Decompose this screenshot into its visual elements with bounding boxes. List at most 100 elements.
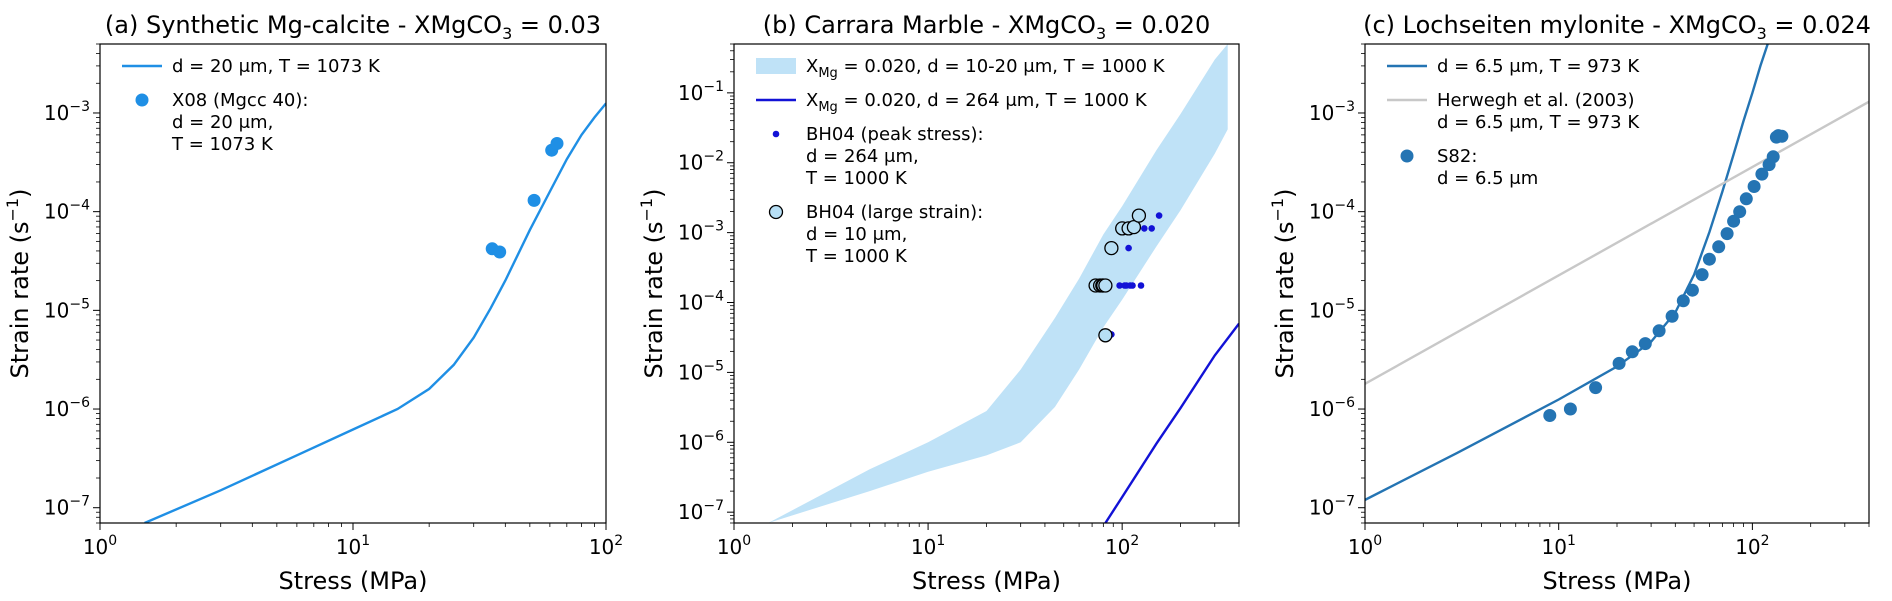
y-tick-label: 10−4: [44, 198, 90, 224]
legend-label: BH04 (large strain):: [806, 202, 983, 223]
legend-marker: [768, 204, 784, 220]
data-point: [1755, 167, 1769, 181]
legend-label: BH04 (peak stress):: [806, 124, 984, 145]
series-line: [1365, 100, 1869, 385]
legend-item: BH04 (large strain):d = 10 μm,T = 1000 K: [768, 202, 983, 267]
x-axis-label: Stress (MPa): [279, 567, 428, 595]
legend-item: d = 20 μm, T = 1073 K: [122, 56, 381, 77]
legend-label-line: T = 1073 K: [171, 134, 274, 155]
plot-area: [768, 44, 1239, 523]
y-tick-label: 10−2: [678, 149, 724, 175]
data-point: [1720, 227, 1734, 241]
legend-label-line: d = 264 μm,: [806, 146, 919, 167]
y-tick-label: 10−7: [678, 498, 724, 524]
x-tick-label: 101: [336, 533, 370, 559]
data-point: [1775, 129, 1789, 143]
data-point: [1665, 309, 1679, 323]
legend-label-line: d = 6.5 μm: [1437, 168, 1538, 189]
y-tick-label: 10−3: [678, 219, 724, 245]
data-point: [1141, 225, 1148, 232]
data-point: [1155, 212, 1163, 219]
legend-label-line: T = 1000 K: [805, 168, 908, 189]
legend-label: X08 (Mgcc 40):: [172, 90, 308, 111]
data-point: [1739, 192, 1753, 206]
legend-label-line: d = 10 μm,: [806, 224, 907, 245]
data-point: [1116, 282, 1123, 289]
chart-title: (a) Synthetic Mg-calcite - XMgCO3 = 0.03: [105, 11, 601, 43]
y-tick-label: 10−4: [1309, 198, 1355, 224]
chart-title: (c) Lochseiten mylonite - XMgCO3 = 0.024: [1363, 11, 1871, 43]
y-tick-label: 10−7: [1309, 494, 1355, 520]
data-point: [1612, 356, 1626, 370]
data-point: [1733, 205, 1747, 219]
data-point: [1695, 268, 1709, 282]
legend-label: XMg = 0.020, d = 10-20 μm, T = 1000 K: [806, 56, 1166, 81]
chart-title: (b) Carrara Marble - XMgCO3 = 0.020: [763, 11, 1210, 43]
data-point: [1131, 208, 1147, 223]
y-tick-label: 10−6: [678, 428, 724, 454]
legend-label-line: d = 6.5 μm, T = 973 K: [1437, 112, 1640, 133]
series-band: [768, 44, 1228, 523]
data-point: [1098, 328, 1113, 343]
data-point: [1638, 337, 1652, 351]
data-point: [1702, 252, 1716, 266]
legend-label-line: T = 1000 K: [805, 246, 908, 267]
data-point: [493, 245, 507, 259]
data-point: [1129, 282, 1136, 289]
data-point: [527, 193, 541, 207]
y-tick-label: 10−1: [678, 79, 724, 105]
x-tick-label: 100: [717, 533, 751, 559]
x-tick-label: 100: [83, 533, 117, 559]
legend-label: d = 20 μm, T = 1073 K: [172, 56, 381, 77]
x-tick-label: 100: [1348, 533, 1382, 559]
x-tick-label: 102: [1105, 533, 1139, 559]
y-tick-label: 10−6: [44, 395, 90, 421]
legend-item: S82:d = 6.5 μm: [1400, 146, 1538, 189]
y-axis-label: Strain rate (s−1): [1268, 189, 1299, 379]
data-point: [1543, 409, 1557, 422]
series-line: [144, 102, 606, 523]
data-point: [1766, 150, 1780, 164]
data-point: [1589, 381, 1603, 395]
data-point: [1685, 283, 1699, 297]
legend-item: X08 (Mgcc 40):d = 20 μm,T = 1073 K: [135, 90, 308, 155]
plot-area: [1365, 44, 1869, 501]
y-axis-label: Strain rate (s−1): [3, 189, 34, 379]
y-axis-label: Strain rate (s−1): [637, 189, 668, 379]
legend-marker: [772, 130, 780, 138]
legend-item: Herwegh et al. (2003)d = 6.5 μm, T = 973…: [1387, 90, 1640, 133]
y-tick-label: 10−5: [1309, 296, 1355, 322]
data-point: [550, 137, 564, 150]
panel-b: 100 101 102 10−7 10−6 10−5 10−4 10−3 10−2 10−1 (b)…: [637, 11, 1240, 595]
y-tick-label: 10−4: [678, 289, 724, 315]
plot-area: [144, 102, 606, 523]
y-tick-label: 10−5: [678, 358, 724, 384]
data-point: [1652, 324, 1666, 338]
series-line: [1104, 322, 1239, 523]
panel-c: 100 101 102 10−7 10−6 10−5 10−4 10−3 (c) Lochsei…: [1268, 11, 1871, 595]
legend-label: XMg = 0.020, d = 264 μm, T = 1000 K: [806, 90, 1148, 115]
panel-a: 100 101 102 10−7 10−6 10−5 10−4 10−3 (a) Synthet…: [3, 11, 623, 595]
legend-label: S82:: [1437, 146, 1477, 167]
data-point: [1727, 214, 1741, 228]
x-axis-label: Stress (MPa): [1543, 567, 1692, 595]
y-tick-label: 10−3: [1309, 99, 1355, 125]
legend-marker: [135, 93, 149, 107]
x-tick-label: 102: [589, 533, 623, 559]
legend-item: XMg = 0.020, d = 10-20 μm, T = 1000 K: [756, 56, 1166, 81]
legend-label-line: d = 20 μm,: [172, 112, 273, 133]
y-tick-label: 10−7: [44, 494, 90, 520]
data-point: [1676, 294, 1690, 308]
legend-item: BH04 (peak stress):d = 264 μm,T = 1000 K: [772, 124, 984, 189]
legend: XMg = 0.020, d = 10-20 μm, T = 1000 K XMg…: [756, 56, 1166, 267]
data-point: [1137, 282, 1145, 289]
x-tick-label: 102: [1735, 533, 1769, 559]
data-point: [1098, 278, 1113, 293]
x-tick-label: 101: [1542, 533, 1576, 559]
series-line: [1365, 44, 1769, 501]
y-tick-label: 10−3: [44, 99, 90, 125]
legend-item: d = 6.5 μm, T = 973 K: [1387, 56, 1640, 77]
data-point: [1125, 244, 1132, 252]
